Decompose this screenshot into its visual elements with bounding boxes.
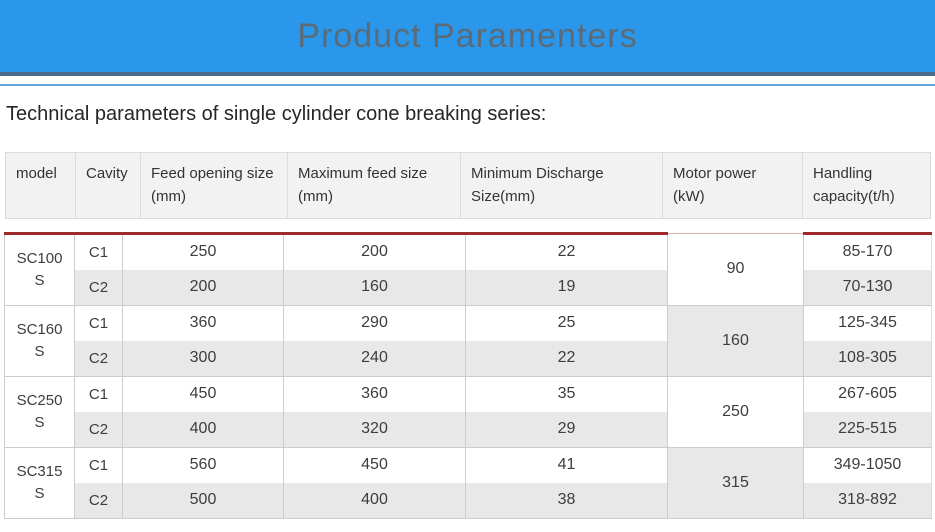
min-discharge-cell: 19: [465, 269, 668, 306]
min-discharge-cell: 41: [465, 447, 668, 483]
capacity-cell: 108-305: [803, 340, 932, 377]
capacity-cell: 85-170: [803, 231, 932, 270]
cavity-cell: C1: [74, 447, 123, 483]
feed-opening-cell: 500: [122, 482, 284, 519]
banner: Product Paramenters: [0, 0, 935, 76]
feed-opening-cell: 360: [122, 305, 284, 341]
parameters-header-table: model Cavity Feed opening size (mm) Maxi…: [5, 152, 931, 219]
header-cell-feed-opening: Feed opening size (mm): [140, 152, 288, 219]
cavity-cell: C2: [74, 482, 123, 519]
min-discharge-cell: 38: [465, 482, 668, 519]
max-feed-cell: 290: [283, 305, 466, 341]
min-discharge-cell: 22: [465, 340, 668, 377]
min-discharge-cell: 29: [465, 411, 668, 448]
table-row: SC100S C1 250 200 22 90 85-170: [4, 231, 932, 306]
table-row: SC160S C1 360 290 25 160 125-345: [4, 305, 932, 377]
motor-power-cell: 250: [667, 376, 804, 448]
capacity-cell: 349-1050: [803, 447, 932, 483]
min-discharge-cell: 35: [465, 376, 668, 412]
feed-opening-cell: 560: [122, 447, 284, 483]
cavity-cell: C2: [74, 340, 123, 377]
table-row: C2 200 160 19 70-130: [5, 269, 932, 306]
max-feed-cell: 450: [283, 447, 466, 483]
max-feed-cell: 240: [283, 340, 466, 377]
header-cell-max-feed: Maximum feed size (mm): [287, 152, 461, 219]
motor-power-cell: 315: [667, 447, 804, 519]
cavity-cell: C1: [74, 376, 123, 412]
capacity-cell: 225-515: [803, 411, 932, 448]
motor-power-cell: 90: [667, 232, 804, 306]
max-feed-cell: 400: [283, 482, 466, 519]
model-cell: SC160S: [4, 305, 75, 377]
cavity-cell: C1: [74, 305, 123, 341]
table-row: SC250S C1 450 360 35 250 267-605: [4, 376, 932, 448]
max-feed-cell: 200: [283, 231, 466, 270]
table-row: SC315S C1 560 450 41 315 349-1050: [4, 447, 932, 519]
feed-opening-cell: 300: [122, 340, 284, 377]
parameters-table: SC100S C1 250 200 22 90 85-170 C2 200 16…: [4, 231, 932, 519]
min-discharge-cell: 22: [465, 231, 668, 270]
header-cell-model: model: [5, 152, 76, 219]
header-cell-capacity: Handling capacity(t/h): [802, 152, 931, 219]
max-feed-cell: 360: [283, 376, 466, 412]
table-row: C2 500 400 38 318-892: [5, 482, 932, 519]
capacity-cell: 125-345: [803, 305, 932, 341]
section-heading: Technical parameters of single cylinder …: [6, 103, 547, 125]
model-cell: SC100S: [4, 231, 75, 306]
max-feed-cell: 160: [283, 269, 466, 306]
feed-opening-cell: 200: [122, 269, 284, 306]
model-cell: SC315S: [4, 447, 75, 519]
table-row: C2 300 240 22 108-305: [5, 340, 932, 377]
max-feed-cell: 320: [283, 411, 466, 448]
feed-opening-cell: 450: [122, 376, 284, 412]
capacity-cell: 318-892: [803, 482, 932, 519]
cavity-cell: C2: [74, 411, 123, 448]
capacity-cell: 267-605: [803, 376, 932, 412]
header-cell-cavity: Cavity: [75, 152, 141, 219]
table-row: C2 400 320 29 225-515: [5, 411, 932, 448]
motor-power-cell: 160: [667, 305, 804, 377]
capacity-cell: 70-130: [803, 269, 932, 306]
header-cell-motor-power: Motor power (kW): [662, 152, 803, 219]
cavity-cell: C2: [74, 269, 123, 306]
accent-divider: [0, 84, 935, 86]
feed-opening-cell: 400: [122, 411, 284, 448]
cavity-cell: C1: [74, 231, 123, 270]
min-discharge-cell: 25: [465, 305, 668, 341]
header-row: model Cavity Feed opening size (mm) Maxi…: [5, 152, 931, 219]
model-cell: SC250S: [4, 376, 75, 448]
feed-opening-cell: 250: [122, 231, 284, 270]
header-cell-min-discharge: Minimum Discharge Size(mm): [460, 152, 663, 219]
page-title: Product Paramenters: [297, 16, 638, 55]
